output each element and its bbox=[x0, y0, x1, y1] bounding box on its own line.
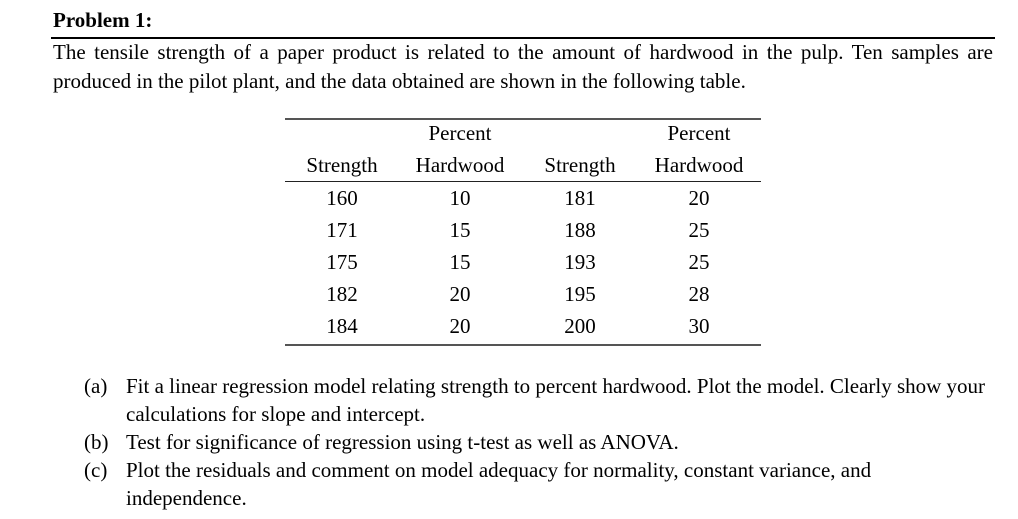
table-cell: 160 bbox=[326, 186, 358, 210]
table-cell: 20 bbox=[449, 282, 471, 306]
question-text: Plot the residuals and comment on model … bbox=[126, 458, 872, 510]
table-cell: 25 bbox=[688, 250, 710, 274]
question-label: (a) bbox=[84, 374, 108, 398]
problem-intro: The tensile strength of a paper product … bbox=[53, 40, 993, 93]
table-cell: 25 bbox=[688, 218, 710, 242]
table-cell: 175 bbox=[326, 250, 358, 274]
table-header-rule bbox=[285, 181, 761, 182]
table-header-cell: Hardwood bbox=[415, 153, 505, 177]
table-cell: 28 bbox=[688, 282, 710, 306]
table-header-cell: Strength bbox=[544, 153, 616, 177]
table-cell: 20 bbox=[449, 314, 471, 338]
table-cell: 15 bbox=[449, 218, 471, 242]
table-cell: 188 bbox=[564, 218, 596, 242]
question-item: (c) Plot the residuals and comment on mod… bbox=[84, 456, 994, 512]
problem-title: Problem 1: bbox=[53, 8, 153, 32]
table-top-rule bbox=[285, 118, 761, 120]
table-cell: 171 bbox=[326, 218, 358, 242]
table-bottom-rule bbox=[285, 344, 761, 346]
table-cell: 200 bbox=[564, 314, 596, 338]
table-cell: 15 bbox=[449, 250, 471, 274]
title-underline bbox=[51, 37, 995, 39]
table-header-cell: Strength bbox=[306, 153, 378, 177]
table-cell: 195 bbox=[564, 282, 596, 306]
table-header-cell: Percent bbox=[667, 121, 731, 145]
table-cell: 20 bbox=[688, 186, 710, 210]
question-label: (b) bbox=[84, 430, 109, 454]
table-header-cell: Hardwood bbox=[654, 153, 744, 177]
question-text: Test for significance of regression usin… bbox=[126, 430, 679, 454]
question-item: (a) Fit a linear regression model relatin… bbox=[84, 372, 994, 428]
questions-list: (a) Fit a linear regression model relatin… bbox=[84, 372, 994, 512]
table-cell: 181 bbox=[564, 186, 596, 210]
question-text: Fit a linear regression model relating s… bbox=[126, 374, 986, 426]
table-cell: 10 bbox=[449, 186, 471, 210]
table-header-cell: Percent bbox=[428, 121, 492, 145]
table-cell: 182 bbox=[326, 282, 358, 306]
question-item: (b) Test for significance of regression u… bbox=[84, 428, 994, 456]
table-cell: 193 bbox=[564, 250, 596, 274]
question-label: (c) bbox=[84, 458, 108, 482]
table-cell: 184 bbox=[326, 314, 358, 338]
table-cell: 30 bbox=[688, 314, 710, 338]
